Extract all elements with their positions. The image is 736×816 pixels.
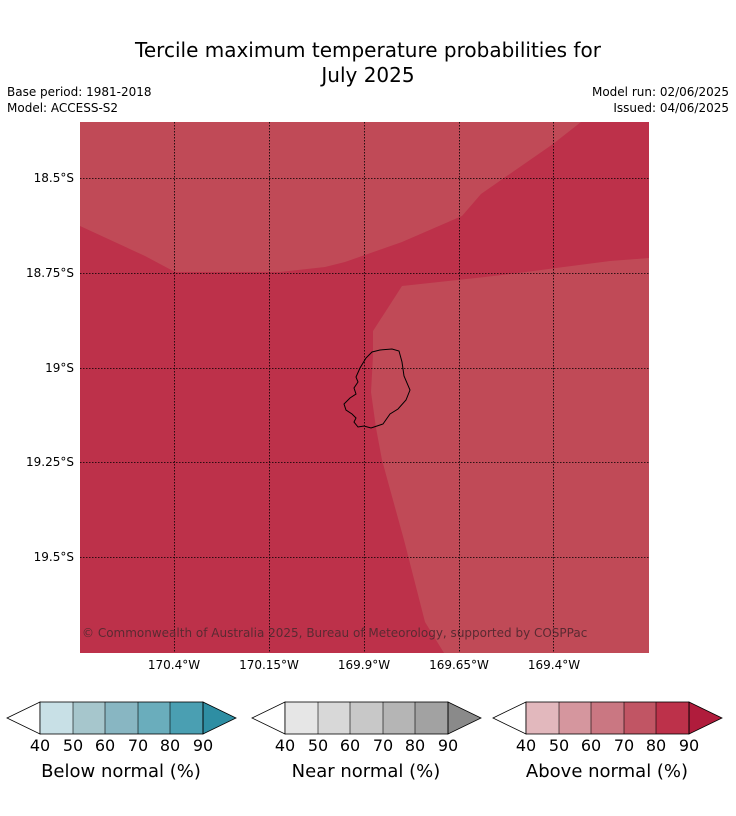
- colorbar-near-normal: 40 50 60 70 80 90 Near normal (%): [251, 700, 491, 800]
- probability-map: [80, 122, 649, 653]
- below-swatch-3: [105, 702, 138, 734]
- below-extend-min: [7, 702, 40, 734]
- colorbar-above-normal: 40 50 60 70 80 90 Above normal (%): [492, 700, 732, 800]
- below-swatch-4: [138, 702, 170, 734]
- colorbar-near-swatches: [251, 700, 491, 740]
- near-extend-min: [252, 702, 285, 734]
- near-swatch-1: [285, 702, 318, 734]
- meta-right: Model run: 02/06/2025 Issued: 04/06/2025: [592, 84, 729, 116]
- lat-label-19-25: 19.25°S: [4, 455, 74, 469]
- meta-left: Base period: 1981-2018 Model: ACCESS-S2: [7, 84, 152, 116]
- model-run: Model run: 02/06/2025: [592, 84, 729, 100]
- near-swatch-2: [318, 702, 350, 734]
- near-swatch-3: [350, 702, 383, 734]
- below-normal-label: Below normal (%): [1, 761, 241, 782]
- above-tick-90: 90: [669, 736, 709, 755]
- title-line-1: Tercile maximum temperature probabilitie…: [0, 38, 736, 63]
- copyright-notice: © Commonwealth of Australia 2025, Bureau…: [82, 626, 587, 640]
- below-swatch-5: [170, 702, 203, 734]
- above-swatch-2: [559, 702, 591, 734]
- lat-label-18-75: 18.75°S: [4, 266, 74, 280]
- colorbar-below-swatches: [6, 700, 246, 740]
- lat-label-18-5: 18.5°S: [4, 171, 74, 185]
- above-swatch-5: [656, 702, 689, 734]
- lon-label-170-15: 170.15°W: [229, 658, 309, 672]
- above-extend-max: [689, 702, 722, 734]
- below-extend-max: [203, 702, 236, 734]
- below-tick-90: 90: [183, 736, 223, 755]
- lon-label-170-4: 170.4°W: [134, 658, 214, 672]
- above-extend-min: [493, 702, 526, 734]
- model-name: Model: ACCESS-S2: [7, 100, 152, 116]
- lat-label-19: 19°S: [4, 361, 74, 375]
- colorbar-below-normal: 40 50 60 70 80 90 Below normal (%): [6, 700, 246, 800]
- near-swatch-5: [415, 702, 448, 734]
- colorbar-above-swatches: [492, 700, 732, 740]
- near-extend-max: [448, 702, 481, 734]
- near-tick-90: 90: [428, 736, 468, 755]
- lat-label-19-5: 19.5°S: [4, 550, 74, 564]
- chart-title: Tercile maximum temperature probabilitie…: [0, 38, 736, 88]
- lon-label-169-65: 169.65°W: [419, 658, 499, 672]
- near-swatch-4: [383, 702, 415, 734]
- issued-date: Issued: 04/06/2025: [592, 100, 729, 116]
- lon-label-169-4: 169.4°W: [514, 658, 594, 672]
- above-normal-label: Above normal (%): [487, 761, 727, 782]
- near-normal-label: Near normal (%): [246, 761, 486, 782]
- below-swatch-2: [73, 702, 105, 734]
- above-swatch-4: [624, 702, 656, 734]
- below-swatch-1: [40, 702, 73, 734]
- above-swatch-3: [591, 702, 624, 734]
- lon-label-169-9: 169.9°W: [324, 658, 404, 672]
- base-period: Base period: 1981-2018: [7, 84, 152, 100]
- above-swatch-1: [526, 702, 559, 734]
